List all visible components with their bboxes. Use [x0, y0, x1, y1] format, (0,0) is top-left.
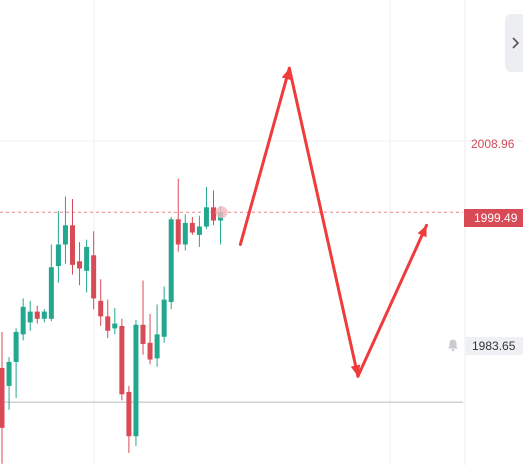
candle-body	[196, 226, 202, 235]
price-label-lower: 1983.65	[466, 337, 523, 355]
candle-body	[182, 222, 188, 245]
candle-body	[13, 331, 19, 362]
candle-body	[147, 342, 153, 360]
candle-body	[91, 255, 97, 299]
candle-body	[20, 306, 26, 335]
forecast-arrow-segment	[356, 223, 429, 378]
price-label-last: 1999.49	[464, 209, 523, 227]
candle-body	[140, 324, 146, 344]
candle-body	[211, 207, 216, 221]
candle-body	[55, 244, 61, 267]
candle-body	[41, 311, 47, 319]
side-panel-toggle-button[interactable]	[505, 14, 523, 72]
chevron-right-icon	[512, 37, 520, 49]
candle-body	[112, 323, 118, 329]
candle-body	[133, 324, 139, 437]
candle-body	[0, 367, 5, 428]
candle-body	[34, 311, 40, 319]
candle-body	[126, 391, 132, 437]
candle-body	[48, 267, 54, 319]
forecast-arrow-segment	[238, 66, 291, 246]
candle-body	[203, 207, 209, 227]
bell-icon[interactable]	[446, 338, 460, 352]
candle-body	[6, 361, 12, 386]
candle-body	[161, 299, 167, 337]
candle-body	[77, 261, 83, 269]
candle-body	[175, 219, 181, 245]
candle-body	[154, 334, 160, 359]
price-label-upper: 2008.96	[471, 137, 515, 151]
candle-body	[168, 219, 174, 303]
candle-body	[119, 325, 125, 395]
forecast-arrow-segment	[287, 66, 360, 378]
candle-body	[70, 225, 75, 265]
forecast-arrowhead	[417, 225, 427, 238]
candle-body	[189, 222, 195, 233]
candle-body	[27, 311, 33, 323]
candle-body	[105, 316, 111, 331]
candle-body	[84, 246, 90, 271]
candle-body	[62, 225, 68, 245]
candle-body	[98, 300, 104, 317]
live-price-marker	[215, 206, 228, 219]
